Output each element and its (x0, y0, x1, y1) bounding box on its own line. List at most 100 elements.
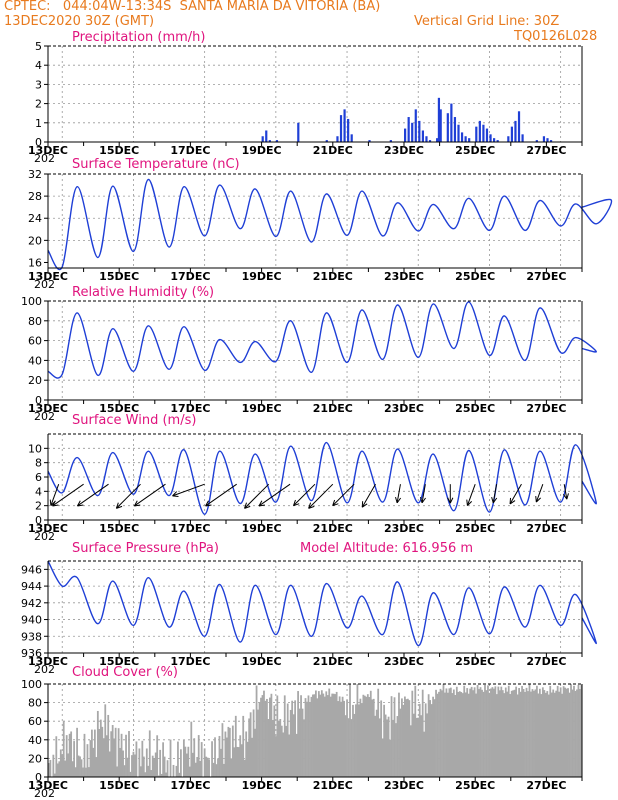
cloud-bar (406, 698, 409, 777)
cloud-bar (552, 689, 555, 777)
precip-bar (428, 140, 432, 142)
x-tick-label: 19DEC (242, 655, 282, 668)
wind-vector (308, 483, 334, 509)
cloud-bar (254, 728, 256, 777)
cloud-bar (304, 698, 307, 777)
precip-bar (297, 122, 300, 142)
y-tick-label: 942 (21, 597, 42, 610)
cloud-bar (490, 688, 492, 777)
cloud-bar (467, 693, 470, 777)
x-tick-label: 27DEC (526, 270, 566, 283)
cloud-bar (184, 746, 187, 777)
cloud-bar (79, 756, 81, 777)
wind-vector (77, 483, 109, 507)
cloud-bar (110, 731, 113, 777)
cloud-bar (493, 688, 495, 777)
cloud-bar (177, 741, 179, 777)
cloud-bar (307, 695, 310, 777)
x-tick-label: 15DEC (99, 402, 139, 415)
cloud-bar (126, 757, 129, 777)
cloud-bar (310, 696, 313, 777)
cloud-bar (260, 697, 262, 777)
wind-arrowhead (419, 496, 426, 504)
x-tick-label: 17DEC (170, 144, 210, 157)
cloud-bar (338, 696, 341, 777)
x-tick-label: 21DEC (313, 655, 353, 668)
cloud-bar (291, 700, 294, 777)
precip-bar (339, 115, 343, 142)
cloud-bar (352, 704, 354, 777)
cloud-bar (200, 742, 203, 777)
wind-vector (563, 484, 568, 500)
cloud-bar (445, 688, 448, 777)
x-tick-label: 13DEC (28, 779, 68, 792)
cloud-bar (383, 704, 386, 777)
series-line (47, 178, 613, 271)
y-tick-label: 80 (28, 315, 42, 328)
y-tick-label: 8 (35, 457, 42, 470)
cloud-bar (341, 696, 344, 777)
cloud-bar (576, 689, 578, 777)
cloud-bar (283, 695, 286, 777)
y-tick-label: 40 (28, 354, 42, 367)
cloud-bar (432, 696, 434, 777)
x-tick-label: 23DEC (384, 655, 424, 668)
precip-bar (546, 138, 549, 142)
cloud-bar (142, 756, 145, 777)
cloud-bar (119, 747, 121, 777)
cloud-bar (145, 748, 148, 777)
cloud-bar (488, 692, 491, 777)
cloud-bar (417, 717, 420, 777)
cloud-bar (504, 687, 507, 777)
x-tick-label: 19DEC (242, 270, 282, 283)
cloud-bar (524, 691, 526, 777)
precip-bar (418, 120, 421, 142)
cloud-bar (199, 760, 202, 777)
y-tick-label: 60 (28, 715, 42, 728)
wind-vector (492, 484, 498, 503)
cloud-bar (475, 693, 477, 777)
cloud-bar (525, 687, 528, 777)
cloud-bar (390, 696, 393, 777)
cloud-bar (540, 694, 543, 777)
wind-arrowhead (395, 496, 402, 504)
y-tick-label: 940 (21, 614, 42, 627)
cloud-bar (242, 715, 245, 777)
cloud-bar (491, 687, 494, 777)
wind-arrowhead (466, 499, 473, 506)
cloud-bar (277, 720, 280, 777)
cloud-bar (88, 767, 90, 777)
cloud-bar (138, 748, 141, 777)
x-tick-label: 27DEC (526, 144, 566, 157)
y-tick-label: 60 (28, 335, 42, 348)
wind-vector (421, 484, 426, 503)
cloud-bar (481, 689, 483, 777)
cloud-bar (579, 689, 581, 777)
cloud-bar (335, 691, 338, 777)
cloud-bar (457, 691, 460, 777)
cloud-bar (129, 771, 132, 777)
year-label: 202 (34, 663, 55, 676)
cloud-bar (52, 754, 55, 777)
cloud-bar (512, 690, 515, 777)
wind-vector (172, 483, 205, 497)
wind-arrowhead (332, 499, 339, 507)
cloud-bar (113, 738, 116, 777)
x-tick-label: 13DEC (28, 270, 68, 283)
cloud-bar (217, 758, 219, 777)
cloud-bar (292, 714, 295, 777)
cloud-bar (497, 686, 500, 777)
cloud-bar (561, 693, 564, 777)
wind-arrowhead (491, 496, 498, 504)
cloud-bar (255, 685, 258, 777)
cloud-bar (332, 693, 335, 777)
cloud-bar (355, 704, 357, 777)
cloud-bar (571, 689, 574, 777)
cloud-bar (182, 739, 185, 777)
cloud-bar (194, 762, 197, 777)
cloud-bar (295, 733, 298, 777)
cloud-bar (53, 773, 56, 777)
cloud-bar (375, 709, 378, 777)
cloud-bar (55, 736, 58, 777)
x-tick-label: 15DEC (99, 655, 139, 668)
